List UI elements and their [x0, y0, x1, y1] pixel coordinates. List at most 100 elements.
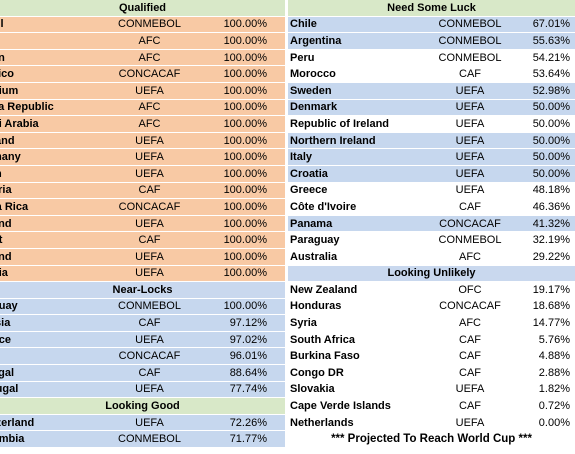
confederation: AFC — [459, 250, 481, 263]
qualification-probability: 100.00% — [223, 151, 267, 164]
section-header: Near-Locks — [0, 282, 285, 299]
confederation: CAF — [138, 317, 161, 330]
qualification-probability: 54.21% — [532, 51, 570, 64]
confederation: UEFA — [455, 84, 485, 97]
section-header: Qualified — [0, 0, 285, 17]
team-name: gium — [0, 84, 19, 97]
table-row: ea Republic AFC 100.00% — [0, 99, 285, 117]
qualification-probability: 100.00% — [223, 134, 267, 147]
qualification-probability: 50.00% — [532, 167, 570, 180]
confederation: AFC — [138, 34, 161, 47]
team-name: Panama — [290, 217, 333, 230]
confederation: UEFA — [455, 416, 485, 429]
confederation: AFC — [138, 51, 161, 64]
team-name: South Africa — [290, 333, 355, 346]
qualification-probability: 0.00% — [538, 416, 570, 429]
confederation: UEFA — [135, 383, 164, 396]
table-row: land UEFA 100.00% — [0, 132, 285, 150]
confederation: CONCACAF — [118, 68, 181, 81]
table-row: Sweden UEFA 52.98% — [288, 82, 575, 100]
qualification-probability: 100.00% — [223, 250, 267, 263]
team-name: Argentina — [290, 34, 342, 47]
team-name: di Arabia — [0, 117, 39, 130]
confederation: CONCACAF — [118, 350, 181, 363]
table-row: Peru CONMEBOL 54.21% — [288, 49, 575, 67]
table-row: Syria AFC 14.77% — [288, 315, 575, 332]
table-row: an AFC 100.00% — [0, 49, 285, 67]
table-row: Croatia UEFA 50.00% — [288, 165, 575, 183]
confederation: UEFA — [135, 416, 164, 429]
team-name: Paraguay — [290, 234, 340, 247]
table-row: Morocco CAF 53.64% — [288, 66, 575, 83]
confederation: UEFA — [135, 84, 164, 97]
qualification-probability: 100.00% — [223, 18, 267, 31]
qualification-probability: 77.74% — [229, 383, 267, 396]
team-name: pt — [0, 234, 102, 246]
team-name: Greece — [290, 184, 328, 197]
qualification-probability: 71.77% — [229, 433, 267, 446]
qualification-probability: 53.64% — [532, 68, 570, 81]
qualification-probability: 100.00% — [223, 234, 267, 247]
table-row: ombia CONMEBOL 71.77% — [0, 431, 285, 449]
qualification-probability: 96.01% — [229, 350, 267, 363]
team-name: eria — [0, 184, 12, 197]
team-name: Republic of Ireland — [290, 117, 390, 130]
team-name: isia — [0, 317, 11, 330]
table-row: Côte d'Ivoire CAF 46.36% — [288, 199, 575, 216]
qualification-probability: 100.00% — [223, 184, 267, 197]
qualification-probability: 29.22% — [532, 250, 570, 263]
confederation: CONMEBOL — [438, 34, 502, 47]
team-name: and — [0, 217, 12, 230]
team-name: an — [0, 52, 102, 64]
team-name: guay — [0, 300, 18, 313]
table-row: Congo DR CAF 2.88% — [288, 365, 575, 382]
team-name: Italy — [290, 151, 313, 164]
table-row: Chile CONMEBOL 67.01% — [288, 16, 575, 34]
confederation: UEFA — [135, 333, 164, 346]
table-row: Burkina Faso CAF 4.88% — [288, 348, 575, 366]
confederation: AFC — [138, 101, 161, 114]
team-name: xico — [0, 68, 15, 81]
table-row: di Arabia AFC 100.00% — [0, 116, 285, 133]
team-name: Australia — [290, 250, 338, 263]
confederation: UEFA — [455, 151, 485, 164]
table-row: Slovakia UEFA 1.82% — [288, 381, 575, 399]
confederation: UEFA — [135, 151, 164, 164]
qualification-probability: 72.26% — [229, 416, 267, 429]
confederation: CAF — [138, 234, 161, 247]
table-row: eria CAF 100.00% — [0, 182, 285, 200]
team-name: Slovakia — [290, 383, 335, 396]
team-name: A — [0, 350, 102, 362]
team-name: Congo DR — [290, 366, 344, 379]
section-header: Looking Unlikely — [288, 265, 575, 283]
qualification-probability: 48.18% — [532, 184, 570, 197]
qualification-probability: 4.88% — [538, 350, 570, 363]
qualification-probability: 100.00% — [223, 267, 267, 280]
team-name: Honduras — [290, 300, 342, 313]
qualification-probability: 100.00% — [223, 34, 267, 47]
qualification-probability: 100.00% — [223, 68, 267, 81]
confederation: UEFA — [455, 383, 485, 396]
team-name: Syria — [290, 317, 317, 330]
table-row: South Africa CAF 5.76% — [288, 331, 575, 349]
confederation: CAF — [459, 350, 481, 363]
table-row: Netherlands UEFA 0.00% — [288, 414, 575, 432]
qualification-probability: 100.00% — [223, 167, 267, 180]
confederation: UEFA — [455, 134, 485, 147]
confederation: CAF — [138, 184, 161, 197]
table-row: guay CONMEBOL 100.00% — [0, 298, 285, 316]
confederation: AFC — [138, 117, 161, 130]
confederation: CONMEBOL — [118, 18, 181, 31]
qualification-probability: 88.64% — [229, 366, 267, 379]
table-row: tzerland UEFA 72.26% — [0, 414, 285, 432]
qualification-probability: 97.02% — [229, 333, 267, 346]
confederation: CAF — [459, 366, 481, 379]
table-row: Australia AFC 29.22% — [288, 248, 575, 266]
qualification-probability: 46.36% — [532, 200, 570, 213]
table-row: and UEFA 100.00% — [0, 215, 285, 233]
table-row: Northern Ireland UEFA 50.00% — [288, 132, 575, 150]
confederation: CONMEBOL — [118, 433, 181, 446]
table-row: Panama CONCACAF 41.32% — [288, 215, 575, 233]
team-name: Denmark — [290, 101, 338, 114]
qualification-probability: 100.00% — [223, 51, 267, 64]
